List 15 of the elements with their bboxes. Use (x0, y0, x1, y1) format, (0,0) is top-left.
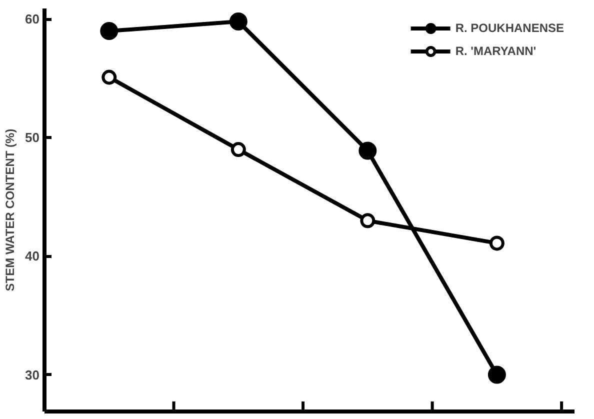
point (100, 22, 118, 40)
y-axis-title: STEM WATER CONTENT (%) (3, 128, 18, 292)
legend-label: R. POUKHANENSE (455, 21, 564, 35)
point (229, 12, 248, 31)
legend-label: R. 'MARYANN' (455, 44, 536, 58)
point (230, 142, 246, 158)
point (489, 236, 504, 251)
y-tick-label: 50 (25, 130, 40, 146)
y-tick-label: 40 (25, 248, 40, 264)
y-tick-label: 60 (25, 12, 40, 27)
point (488, 366, 506, 384)
y-tick-label: 30 (25, 367, 40, 382)
point (102, 70, 117, 85)
point (360, 213, 376, 228)
point (358, 142, 377, 160)
